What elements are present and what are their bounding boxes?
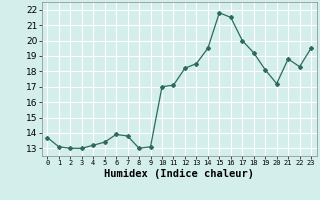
X-axis label: Humidex (Indice chaleur): Humidex (Indice chaleur): [104, 169, 254, 179]
